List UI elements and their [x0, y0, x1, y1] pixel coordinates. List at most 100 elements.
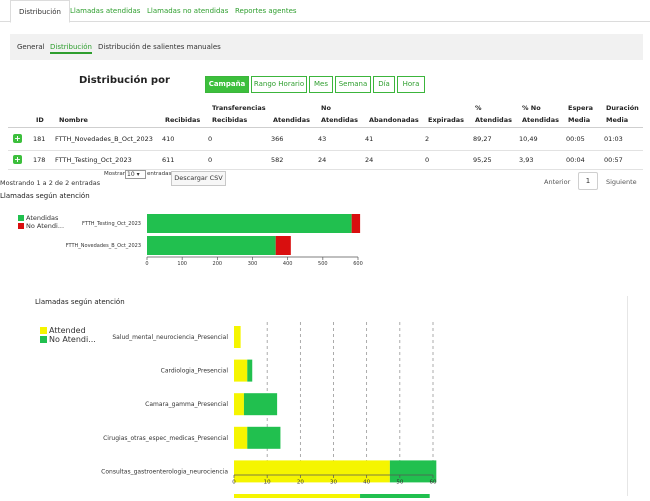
cell-duracion: 01:03 — [604, 135, 623, 143]
cell-abandonadas: 41 — [365, 135, 374, 143]
cell-espera: 00:05 — [566, 135, 585, 143]
prev-page-button[interactable]: Anterior — [544, 178, 571, 186]
tick-label: 500 — [318, 261, 328, 267]
legend-item: Atendidas — [18, 214, 64, 222]
th-abandonadas: Abandonadas — [369, 116, 419, 124]
tick-label: 30 — [330, 480, 337, 486]
chart1-title: Llamadas según atención — [0, 192, 90, 200]
distribution-title: Distribución por — [79, 75, 170, 86]
legend-swatch — [18, 223, 24, 229]
legend-label: Attended — [49, 326, 86, 335]
legend-label: Atendidas — [26, 214, 59, 222]
sub-tab-bar: General Distribución Distribución de sal… — [10, 34, 643, 60]
legend-swatch — [40, 327, 47, 334]
legend-item: Attended — [40, 326, 96, 335]
group-hora-button[interactable]: Hora — [397, 76, 425, 93]
page-size-label: Mostrar — [104, 171, 126, 177]
cell-expiradas: 2 — [425, 135, 430, 143]
bar-segment — [234, 326, 241, 348]
category-label: Salud_mental_neurociencia_Presencial — [112, 334, 228, 341]
category-label: FTTH_Testing_Oct_2023 — [82, 221, 141, 227]
cell-atendidas: 582 — [271, 156, 284, 164]
tab-llamadas-no-atendidas[interactable]: Llamadas no atendidas — [147, 7, 229, 15]
th-recibidas: Recibidas — [165, 116, 201, 124]
th-id: ID — [36, 116, 44, 124]
page-number-button[interactable]: 1 — [578, 172, 598, 190]
group-dia-button[interactable]: Día — [373, 76, 395, 93]
legend-label: No Atendi... — [26, 222, 65, 230]
th-duracion-1: Duración — [606, 104, 639, 112]
cell-transferencias: 0 — [208, 135, 213, 143]
cell-duracion: 00:57 — [604, 156, 623, 164]
th-nombre: Nombre — [59, 116, 88, 124]
row-divider — [8, 169, 643, 170]
bar-segment — [247, 426, 281, 449]
table-info: Mostrando 1 a 2 de 2 entradas — [0, 179, 101, 187]
legend-label: No Atendi... — [49, 335, 96, 344]
subtab-distribucion-salientes[interactable]: Distribución de salientes manuales — [98, 43, 221, 51]
tab-distribucion[interactable]: Distribución — [10, 0, 70, 23]
cell-transferencias: 0 — [208, 156, 213, 164]
bar-segment — [234, 426, 248, 449]
chevron-down-icon: ▾ — [136, 171, 140, 178]
category-label: FTTH_Novedades_B_Oct_2023 — [66, 243, 141, 249]
subtab-distribucion[interactable]: Distribución — [50, 34, 92, 60]
bar-segment — [147, 236, 276, 255]
bar-segment — [360, 494, 430, 498]
bar-segment — [389, 460, 437, 483]
th-transferencias-1: Transferencias — [212, 104, 266, 112]
tick-label: 200 — [213, 261, 223, 267]
chart2-title: Llamadas según atención — [35, 298, 125, 306]
group-rango-horario-button[interactable]: Rango Horario — [251, 76, 307, 93]
cell-espera: 00:04 — [566, 156, 585, 164]
tab-llamadas-atendidas[interactable]: Llamadas atendidas — [70, 7, 141, 15]
th-atendidas: Atendidas — [273, 116, 310, 124]
category-label: Camara_gamma_Presencial — [145, 401, 228, 408]
legend-item: No Atendi... — [40, 335, 96, 344]
next-page-button[interactable]: Siguiente — [606, 178, 637, 186]
tick-label: 100 — [177, 261, 187, 267]
bar-segment — [275, 236, 291, 255]
legend-swatch — [40, 336, 47, 343]
cell-no-atendidas: 24 — [318, 156, 327, 164]
chart1-svg: FTTH_Testing_Oct_2023 FTTH_Novedades_B_Oc… — [66, 214, 363, 267]
group-campana-button[interactable]: Campaña — [205, 76, 249, 93]
cell-pct-atendidas: 89,27 — [473, 135, 492, 143]
tick-label: 50 — [396, 480, 403, 486]
tick-label: 0 — [145, 261, 148, 267]
entries-label: entradas — [147, 171, 172, 177]
th-espera-2: Media — [568, 116, 591, 124]
subtab-general[interactable]: General — [17, 43, 45, 51]
cell-pct-no-atendidas: 3,93 — [519, 156, 534, 164]
cell-nombre: FTTH_Novedades_B_Oct_2023 — [55, 135, 153, 143]
category-label: Consultas_gastroenterologia_neurociencia — [101, 468, 228, 475]
bar-segment — [147, 214, 352, 233]
cell-no-atendidas: 43 — [318, 135, 327, 143]
cell-atendidas: 366 — [271, 135, 284, 143]
chart1-legend: Atendidas No Atendi... — [18, 214, 64, 230]
download-csv-button[interactable]: Descargar CSV — [171, 171, 226, 186]
page-size-value: 10 — [127, 171, 135, 178]
th-pct-no-atendidas-2: Atendidas — [522, 116, 559, 124]
expand-row-button[interactable]: + — [13, 155, 22, 164]
group-mes-button[interactable]: Mes — [309, 76, 333, 93]
tab-reportes-agentes[interactable]: Reportes agentes — [235, 7, 297, 15]
bar-segment — [234, 359, 248, 382]
page-size-select[interactable]: 10 ▾ — [125, 170, 146, 179]
th-espera-1: Espera — [568, 104, 593, 112]
category-label: Cirugias_otras_espec_medicas_Presencial — [103, 435, 228, 442]
tick-label: 300 — [248, 261, 258, 267]
expand-row-button[interactable]: + — [13, 134, 22, 143]
chart2-svg: Salud_mental_neurociencia_Presencial Card… — [101, 322, 437, 498]
bar-segment — [247, 359, 253, 382]
tick-label: 0 — [232, 480, 236, 486]
tick-label: 40 — [363, 480, 370, 486]
tick-label: 400 — [283, 261, 293, 267]
row-divider — [8, 150, 643, 151]
group-semana-button[interactable]: Semana — [335, 76, 371, 93]
cell-expiradas: 0 — [425, 156, 430, 164]
cell-abandonadas: 24 — [365, 156, 374, 164]
th-no-atendidas-2: Atendidas — [321, 116, 358, 124]
th-expiradas: Expiradas — [428, 116, 465, 124]
th-pct-no-atendidas-1: % No — [522, 104, 541, 112]
